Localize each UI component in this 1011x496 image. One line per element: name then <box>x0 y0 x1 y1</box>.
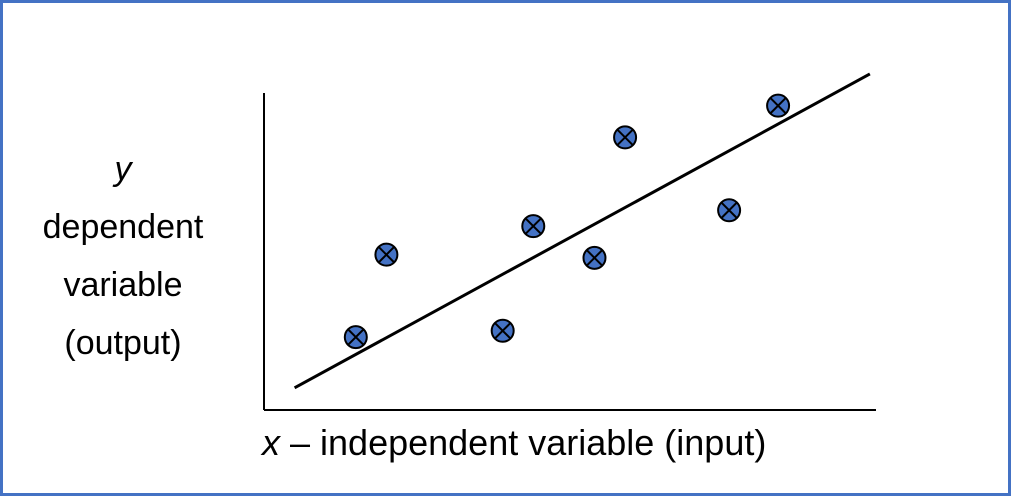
data-point <box>766 93 791 118</box>
data-point <box>521 214 546 239</box>
y-label-line-3: (output) <box>64 324 182 362</box>
data-point <box>582 245 607 270</box>
fit-line <box>293 72 871 390</box>
y-variable: y <box>114 150 132 188</box>
x-variable: x <box>262 422 280 463</box>
data-point <box>490 318 515 343</box>
data-point <box>613 125 638 150</box>
data-point <box>717 198 742 223</box>
data-point <box>374 242 399 267</box>
x-label-text: – independent variable (input) <box>280 422 767 463</box>
data-point <box>343 325 368 350</box>
x-axis-label: x – independent variable (input) <box>262 418 902 468</box>
y-axis-label: y dependent variable (output) <box>18 140 228 372</box>
y-label-line-1: dependent <box>42 208 204 246</box>
y-label-line-2: variable <box>63 266 183 304</box>
